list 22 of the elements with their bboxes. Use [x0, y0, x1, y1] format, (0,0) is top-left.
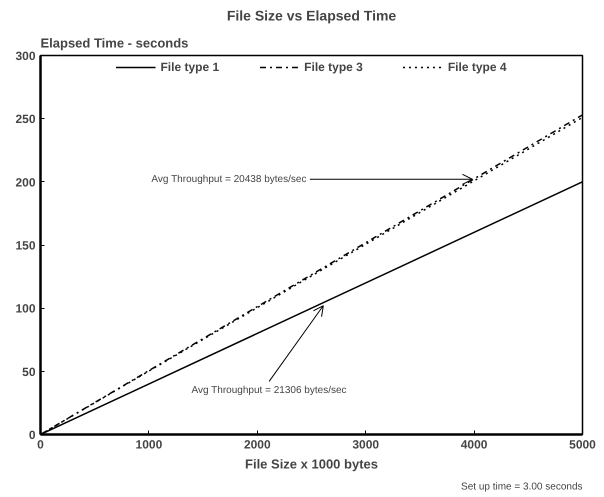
y-tick-label: 200	[15, 175, 36, 190]
y-tick-label: 50	[22, 364, 36, 379]
y-tick-label: 300	[15, 49, 36, 63]
annotation: Avg Throughput = 21306 bytes/sec	[192, 385, 347, 396]
y-tick-label: 100	[15, 302, 36, 316]
legend-label: File type 4	[448, 60, 507, 74]
y-axis-title: Elapsed Time - seconds	[40, 36, 188, 50]
legend-label: File type 1	[160, 60, 220, 74]
annotation: Avg Throughput = 20438 bytes/sec	[151, 174, 306, 185]
x-tick-label: 3000	[352, 438, 380, 452]
x-tick-label: 2000	[244, 438, 271, 452]
x-tick-label: 5000	[569, 438, 596, 452]
chart-title: File Size vs Elapsed Time	[226, 8, 396, 24]
y-tick-label: 250	[15, 112, 36, 126]
x-tick-label: 4000	[460, 438, 488, 452]
y-tick-label: 150	[15, 238, 36, 252]
y-tick-label: 0	[28, 428, 36, 442]
x-axis-title: File Size x 1000 bytes	[245, 456, 378, 472]
legend-label: File type 3	[304, 60, 363, 74]
text: Set up time = 3.00 seconds	[461, 482, 583, 492]
x-tick-label: 0	[37, 438, 44, 452]
x-tick-label: 1000	[136, 438, 163, 452]
